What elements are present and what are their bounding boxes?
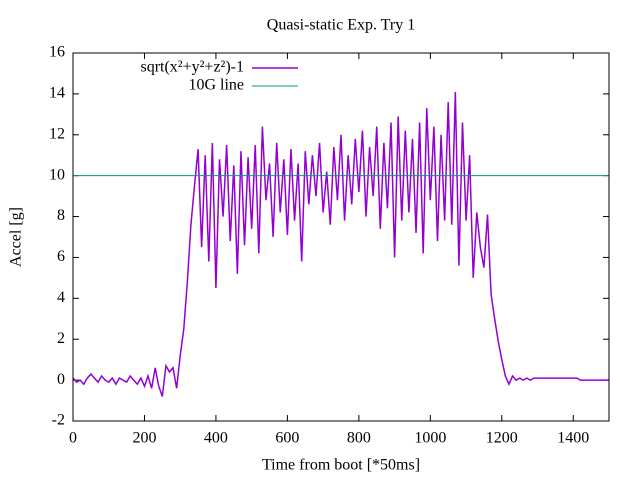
y-tick-label: 6: [57, 248, 65, 265]
x-tick-label: 1400: [557, 430, 589, 447]
x-tick-label: 1000: [414, 430, 446, 447]
x-tick-label: 200: [132, 430, 156, 447]
x-tick-label: 800: [347, 430, 371, 447]
y-tick-label: 8: [57, 207, 65, 224]
data-line: [72, 91, 609, 397]
x-axis-label: Time from boot [*50ms]: [262, 457, 420, 474]
y-tick-label: 4: [57, 289, 65, 306]
plot-border: [72, 52, 610, 422]
y-tick-label: 16: [49, 44, 65, 61]
y-tick-label: 10: [49, 166, 65, 183]
y-tick-label: -2: [52, 412, 65, 429]
legend-label: sqrt(x²+y²+z²)-1: [140, 59, 244, 76]
y-axis-label: Accel [g]: [8, 207, 25, 267]
y-tick-label: 14: [49, 85, 65, 102]
x-tick-label: 1200: [486, 430, 518, 447]
y-tick-label: 0: [57, 371, 65, 388]
x-tick-label: 600: [275, 430, 299, 447]
y-tick-label: 2: [57, 330, 65, 347]
x-tick-label: 400: [204, 430, 228, 447]
y-tick-label: 12: [49, 125, 65, 142]
legend-label: 10G line: [188, 77, 244, 94]
x-tick-label: 0: [69, 430, 77, 447]
chart-title: Quasi-static Exp. Try 1: [267, 17, 415, 34]
